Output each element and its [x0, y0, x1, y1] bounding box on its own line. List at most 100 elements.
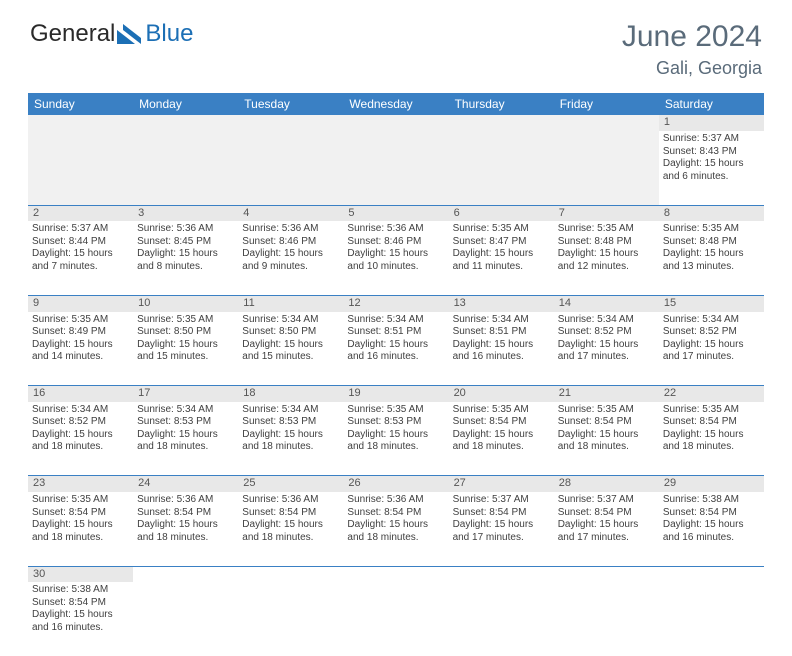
- sunset-line: Sunset: 8:52 PM: [32, 416, 129, 429]
- calendar-day-cell: Sunrise: 5:36 AMSunset: 8:54 PMDaylight:…: [343, 492, 448, 566]
- day-number-cell: 2: [28, 205, 133, 221]
- sunrise-line: Sunrise: 5:37 AM: [453, 494, 550, 507]
- sunset-line: Sunset: 8:53 PM: [242, 416, 339, 429]
- day-number-row: 2345678: [28, 205, 764, 221]
- calendar-day-cell: Sunrise: 5:36 AMSunset: 8:54 PMDaylight:…: [238, 492, 343, 566]
- month-title: June 2024: [622, 20, 762, 54]
- daylight-line: Daylight: 15 hours and 15 minutes.: [137, 339, 234, 364]
- sunset-line: Sunset: 8:50 PM: [137, 326, 234, 339]
- sunrise-line: Sunrise: 5:34 AM: [242, 314, 339, 327]
- sunset-line: Sunset: 8:51 PM: [453, 326, 550, 339]
- daylight-line: Daylight: 15 hours and 18 minutes.: [32, 429, 129, 454]
- daylight-line: Daylight: 15 hours and 17 minutes.: [663, 339, 760, 364]
- logo-text-right: Blue: [145, 20, 193, 48]
- daylight-line: Daylight: 15 hours and 16 minutes.: [453, 339, 550, 364]
- daylight-line: Daylight: 15 hours and 18 minutes.: [242, 519, 339, 544]
- daylight-line: Daylight: 15 hours and 15 minutes.: [242, 339, 339, 364]
- daylight-line: Daylight: 15 hours and 17 minutes.: [558, 339, 655, 364]
- daylight-line: Daylight: 15 hours and 18 minutes.: [347, 519, 444, 544]
- sunset-line: Sunset: 8:50 PM: [242, 326, 339, 339]
- sunset-line: Sunset: 8:46 PM: [242, 236, 339, 249]
- calendar-day-cell: Sunrise: 5:35 AMSunset: 8:54 PMDaylight:…: [449, 402, 554, 476]
- calendar-day-cell: Sunrise: 5:36 AMSunset: 8:54 PMDaylight:…: [133, 492, 238, 566]
- weekday-header: Wednesday: [343, 93, 448, 115]
- calendar-day-cell: Sunrise: 5:36 AMSunset: 8:46 PMDaylight:…: [238, 221, 343, 295]
- day-number-cell: 13: [449, 295, 554, 311]
- sunrise-line: Sunrise: 5:34 AM: [453, 314, 550, 327]
- calendar-day-cell: [343, 582, 448, 656]
- day-number-cell: [238, 115, 343, 131]
- day-number-cell: 12: [343, 295, 448, 311]
- day-number-cell: [449, 566, 554, 582]
- logo-text-left: General: [30, 20, 115, 48]
- day-number-row: 16171819202122: [28, 386, 764, 402]
- sunset-line: Sunset: 8:52 PM: [663, 326, 760, 339]
- day-number-cell: 24: [133, 476, 238, 492]
- calendar-day-cell: Sunrise: 5:35 AMSunset: 8:49 PMDaylight:…: [28, 312, 133, 386]
- daylight-line: Daylight: 15 hours and 17 minutes.: [453, 519, 550, 544]
- logo-mark-icon: [117, 24, 145, 44]
- sunrise-line: Sunrise: 5:35 AM: [32, 314, 129, 327]
- weekday-header: Thursday: [449, 93, 554, 115]
- calendar-day-cell: Sunrise: 5:38 AMSunset: 8:54 PMDaylight:…: [28, 582, 133, 656]
- sunrise-line: Sunrise: 5:34 AM: [347, 314, 444, 327]
- daylight-line: Daylight: 15 hours and 18 minutes.: [137, 519, 234, 544]
- calendar-day-cell: Sunrise: 5:35 AMSunset: 8:53 PMDaylight:…: [343, 402, 448, 476]
- day-number-cell: [238, 566, 343, 582]
- day-number-cell: [449, 115, 554, 131]
- sunset-line: Sunset: 8:54 PM: [558, 507, 655, 520]
- sunset-line: Sunset: 8:44 PM: [32, 236, 129, 249]
- day-number-cell: 20: [449, 386, 554, 402]
- day-number-cell: 9: [28, 295, 133, 311]
- calendar-day-cell: [28, 131, 133, 205]
- title-block: June 2024 Gali, Georgia: [622, 20, 762, 79]
- calendar-day-cell: Sunrise: 5:38 AMSunset: 8:54 PMDaylight:…: [659, 492, 764, 566]
- sunrise-line: Sunrise: 5:35 AM: [558, 404, 655, 417]
- calendar-day-cell: Sunrise: 5:35 AMSunset: 8:48 PMDaylight:…: [554, 221, 659, 295]
- day-number-cell: [659, 566, 764, 582]
- calendar-day-cell: Sunrise: 5:34 AMSunset: 8:52 PMDaylight:…: [28, 402, 133, 476]
- daylight-line: Daylight: 15 hours and 10 minutes.: [347, 248, 444, 273]
- sunrise-line: Sunrise: 5:37 AM: [663, 133, 760, 146]
- calendar-day-cell: [449, 131, 554, 205]
- calendar-day-cell: Sunrise: 5:37 AMSunset: 8:43 PMDaylight:…: [659, 131, 764, 205]
- day-number-cell: [554, 115, 659, 131]
- day-number-cell: 4: [238, 205, 343, 221]
- day-number-cell: 26: [343, 476, 448, 492]
- day-number-cell: 30: [28, 566, 133, 582]
- calendar-day-cell: Sunrise: 5:34 AMSunset: 8:51 PMDaylight:…: [449, 312, 554, 386]
- sunrise-line: Sunrise: 5:34 AM: [663, 314, 760, 327]
- sunrise-line: Sunrise: 5:36 AM: [347, 494, 444, 507]
- sunrise-line: Sunrise: 5:37 AM: [558, 494, 655, 507]
- calendar-week-row: Sunrise: 5:35 AMSunset: 8:49 PM Daylight:…: [28, 312, 764, 386]
- day-number-row: 23242526272829: [28, 476, 764, 492]
- sunrise-line: Sunrise: 5:38 AM: [663, 494, 760, 507]
- weekday-header: Friday: [554, 93, 659, 115]
- calendar-week-row: Sunrise: 5:34 AMSunset: 8:52 PMDaylight:…: [28, 402, 764, 476]
- sunset-line: Sunset: 8:54 PM: [453, 507, 550, 520]
- calendar-day-cell: Sunrise: 5:34 AMSunset: 8:52 PMDaylight:…: [554, 312, 659, 386]
- calendar-week-row: Sunrise: 5:37 AMSunset: 8:43 PMDaylight:…: [28, 131, 764, 205]
- sunrise-line: Sunrise: 5:38 AM: [32, 584, 129, 597]
- sunrise-line: Sunrise: 5:36 AM: [137, 494, 234, 507]
- sunset-line: Sunset: 8:54 PM: [347, 507, 444, 520]
- daylight-line: Daylight: 15 hours and 13 minutes.: [663, 248, 760, 273]
- sunset-line: Sunset: 8:49 PM: [32, 326, 129, 339]
- day-number-cell: 19: [343, 386, 448, 402]
- sunset-line: Sunset: 8:45 PM: [137, 236, 234, 249]
- calendar-week-row: Sunrise: 5:35 AMSunset: 8:54 PMDaylight:…: [28, 492, 764, 566]
- calendar-day-cell: Sunrise: 5:35 AMSunset: 8:54 PMDaylight:…: [554, 402, 659, 476]
- sunset-line: Sunset: 8:53 PM: [347, 416, 444, 429]
- daylight-line: Daylight: 15 hours and 6 minutes.: [663, 158, 760, 183]
- daylight-line: Daylight: 15 hours and 18 minutes.: [558, 429, 655, 454]
- day-number-cell: 6: [449, 205, 554, 221]
- sunrise-line: Sunrise: 5:35 AM: [32, 494, 129, 507]
- weekday-header: Saturday: [659, 93, 764, 115]
- day-number-cell: 18: [238, 386, 343, 402]
- day-number-cell: 25: [238, 476, 343, 492]
- day-number-row: 30: [28, 566, 764, 582]
- day-number-cell: [133, 115, 238, 131]
- day-number-cell: 16: [28, 386, 133, 402]
- sunrise-line: Sunrise: 5:34 AM: [32, 404, 129, 417]
- calendar-table: SundayMondayTuesdayWednesdayThursdayFrid…: [28, 93, 764, 656]
